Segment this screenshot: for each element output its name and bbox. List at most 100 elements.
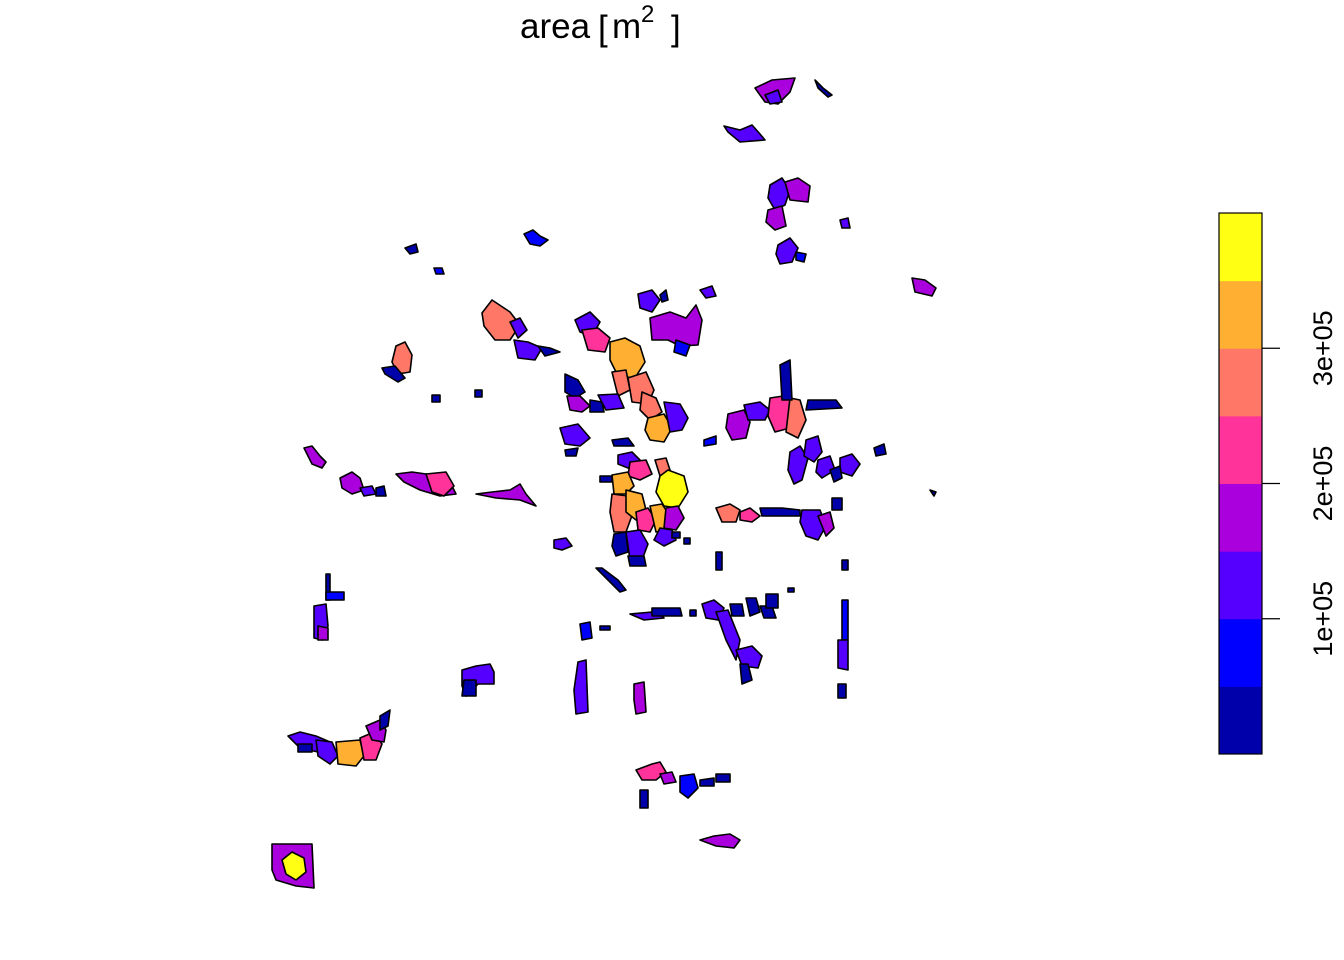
map-polygon (611, 471, 635, 495)
map-polygon (873, 443, 887, 457)
map-polygon (787, 587, 795, 593)
map-polygon (513, 339, 543, 361)
map-polygon (765, 205, 787, 231)
map-polygon (595, 567, 627, 593)
map-polygon (297, 743, 313, 753)
map-polygon (559, 423, 591, 447)
map-polygon (599, 475, 613, 483)
map-polygon (651, 607, 683, 617)
map-polygon (839, 453, 861, 477)
map-polygon (739, 663, 753, 685)
map-polygon (764, 89, 783, 105)
map-polygon (699, 777, 715, 787)
map-polygon (775, 237, 799, 265)
map-polygon (523, 229, 549, 247)
map-polygon (425, 471, 455, 497)
map-polygon (837, 683, 847, 699)
map-polygon (841, 599, 849, 641)
map-polygon (743, 401, 771, 421)
map-polygon (649, 304, 703, 347)
map-polygon (659, 771, 677, 785)
map-polygon (795, 251, 807, 263)
map-polygon (759, 507, 801, 517)
map-polygon (375, 485, 387, 497)
plot-title: area [ m 2 ] (520, 1, 681, 48)
map-polygon (663, 401, 689, 433)
map-polygon (553, 537, 573, 551)
map-polygon (663, 505, 685, 531)
map-polygon (566, 395, 591, 413)
map-polygon (767, 177, 791, 211)
map-polygon (404, 243, 419, 255)
legend-color-bin (1219, 415, 1262, 484)
legend-color-bin (1219, 348, 1262, 417)
map-polygon (597, 393, 625, 411)
map-polygon (635, 507, 657, 533)
map-polygon (787, 445, 809, 485)
map-polygon (723, 124, 766, 143)
map-polygon (564, 373, 586, 399)
map-polygon (715, 551, 723, 571)
map-polygon (627, 459, 653, 481)
map-polygon (281, 851, 307, 881)
map-polygon (655, 469, 689, 509)
map-polygon (317, 625, 329, 641)
map-polygon (841, 559, 849, 571)
map-polygon (391, 341, 413, 375)
map-polygon (599, 625, 611, 631)
map-polygon (381, 365, 406, 383)
title-bracket-close: ] (671, 9, 681, 48)
map-polygon (644, 413, 673, 443)
map-polygon (379, 709, 391, 731)
map-polygon (509, 317, 528, 339)
title-exponent: 2 (641, 1, 654, 28)
map-polygon (765, 593, 779, 609)
map-polygon (611, 437, 635, 447)
map-polygon (315, 739, 339, 765)
map-polygon (474, 389, 483, 398)
map-polygon (699, 833, 741, 849)
map-polygon (911, 277, 937, 297)
map-polygon (653, 527, 677, 547)
map-polygon (699, 285, 717, 299)
map-polygon (837, 639, 849, 671)
map-polygon (784, 177, 811, 203)
legend-tick-label: 3e+05 (1308, 310, 1338, 386)
map-polygon (814, 79, 833, 98)
map-polygon (611, 531, 629, 557)
map-polygon (683, 537, 691, 545)
title-main: area (520, 7, 591, 46)
legend-color-bin (1219, 280, 1262, 349)
color-legend: 1e+05 2e+05 3e+05 (1218, 212, 1338, 755)
map-polygon (609, 337, 646, 379)
legend-color-bin (1219, 213, 1262, 282)
map-polygon (729, 603, 745, 617)
map-polygon (433, 267, 445, 275)
map-polygon (745, 597, 761, 617)
map-polygon (431, 394, 441, 403)
map-polygon (725, 409, 751, 441)
map-polygons (271, 77, 937, 889)
map-polygon (679, 773, 699, 799)
map-polygon (461, 679, 477, 697)
map-polygon (537, 345, 561, 357)
map-polygon (673, 339, 691, 357)
map-polygon (785, 397, 807, 439)
legend-color-bin (1219, 618, 1262, 687)
map-polygon (611, 369, 631, 397)
map-polygon (579, 621, 593, 641)
legend-tick-label: 2e+05 (1308, 446, 1338, 522)
map-polygon (589, 399, 605, 413)
map-polygon (829, 465, 843, 483)
map-polygon (359, 485, 377, 497)
legend-color-bin (1219, 551, 1262, 620)
map-polygon (627, 555, 647, 567)
map-polygon (633, 681, 647, 715)
title-bracket-open: [ (598, 9, 608, 48)
map-polygon (779, 359, 793, 401)
map-polygon (635, 761, 667, 781)
map-polygon (581, 327, 611, 353)
title-unit: m (612, 7, 641, 46)
map-polygon (739, 507, 761, 523)
